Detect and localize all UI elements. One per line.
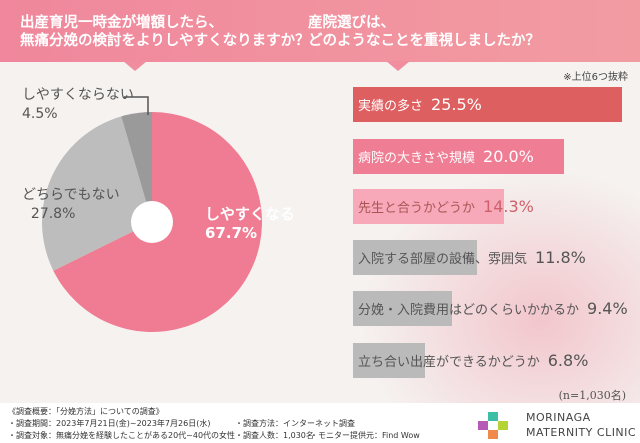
bar [353,240,478,275]
bar [353,291,453,326]
bar-category: 実績の多さ [358,99,424,114]
bar-category: 病院の大きさや規模 [358,151,476,166]
pointer [386,61,410,71]
survey-method: ・調査方法：インターネット調査 [235,419,355,428]
top6-note: ※上位6つ抜粋 [563,72,628,83]
bar-value: 9.4% [587,299,628,318]
survey-count: ・調査人数：1,030名 [235,431,314,440]
bar-category: 先生と合うかどうか [358,201,476,216]
pie-chart [42,112,263,332]
bar-value: 20.0% [483,147,534,166]
pie-slice [42,116,153,271]
footer [0,403,640,443]
right-question: 産院選びは、 どのようなことを重視しましたか？ [308,15,540,49]
sample-size: (n=1,030名) [558,389,626,402]
logo-text: MORINAGA [526,411,591,424]
bar [353,139,564,174]
survey-overview: 《調査概要：「分娩方法」についての調査》 [8,407,164,416]
leader-line [124,96,149,115]
bar-label: 入院する部屋の設備、雰囲気 11.8% [358,240,586,277]
pie-label-easier: しやすくなる 67.7% [205,205,295,242]
header-banner [0,0,640,62]
bar-value: 6.8% [547,351,589,370]
survey-period: ・調査期間：2023年7月21日(金)~2023年7月26日(水) [8,419,211,428]
bar [353,343,425,378]
bar-category: 分娩・入院費用はどのくらいかかるか [358,303,580,318]
pie-label-neither: どちらでもない 27.8% [22,187,120,222]
bar-label: 分娩・入院費用はどのくらいかかるか 9.4% [358,291,628,328]
bar-category: 入院する部屋の設備、雰囲気 [358,252,528,267]
pointer [123,61,147,71]
donut-hole [131,201,173,243]
bar-value: 11.8% [535,248,586,267]
bar-value: 25.5% [431,95,482,114]
logo-text: MATERNITY CLINIC [526,426,637,439]
bar-category: 立ち合い出産ができるかどうか [358,355,540,370]
bar-label: 実績の多さ 25.5% [358,87,482,124]
bar [353,87,622,122]
pie-slice [121,112,152,222]
left-question: 出産育児一時金が増額したら、 無痛分娩の検討をよりしやすくなりますか？ [20,15,310,49]
bar-label: 先生と合うかどうか 14.3% [358,189,534,226]
background [0,0,640,403]
bar-label: 立ち合い出産ができるかどうか 6.8% [358,343,588,380]
bar-value: 14.3% [483,197,534,216]
bar [353,189,504,224]
pie-label-not-easier: しやすくならない 4.5% [22,87,134,122]
bar-label: 病院の大きさや規模 20.0% [358,139,534,176]
survey-target: ・調査対象：無痛分娩を経験したことがある20代~40代の女性 [8,431,236,440]
monitor-provider: ・モニター提供元：Find Wow [310,431,420,440]
